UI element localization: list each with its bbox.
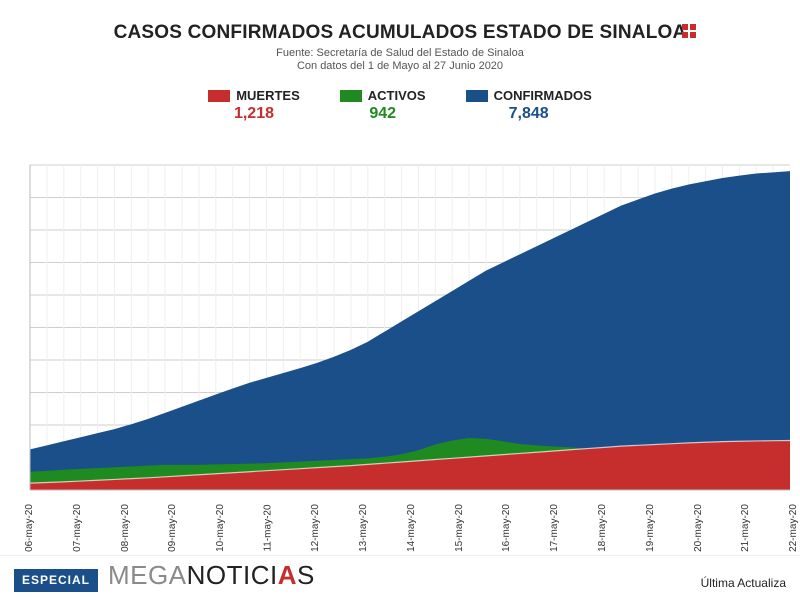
legend-label-confirmados: CONFIRMADOS bbox=[494, 88, 592, 103]
brand-prefix: MEGA bbox=[108, 560, 187, 590]
legend-label-activos: ACTIVOS bbox=[368, 88, 426, 103]
chart-frame: CASOS CONFIRMADOS ACUMULADOS ESTADO DE S… bbox=[0, 0, 800, 600]
chart-subtitle-daterange: Con datos del 1 de Mayo al 27 Junio 2020 bbox=[0, 60, 800, 72]
legend-value-activos: 942 bbox=[340, 105, 426, 123]
brand-word-post: S bbox=[297, 560, 315, 590]
legend-swatch-activos bbox=[340, 90, 362, 102]
brand-logo: MEGANOTICIAS bbox=[108, 560, 315, 591]
legend-label-muertes: MUERTES bbox=[236, 88, 300, 103]
chart-title: CASOS CONFIRMADOS ACUMULADOS ESTADO DE S… bbox=[0, 22, 800, 44]
chart-plot-area bbox=[10, 160, 790, 495]
chart-svg bbox=[10, 160, 790, 495]
legend-item-activos: ACTIVOS 942 bbox=[340, 88, 426, 123]
special-badge: ESPECIAL bbox=[14, 569, 98, 592]
footer-separator bbox=[0, 555, 800, 556]
grid-icon bbox=[682, 24, 696, 38]
legend-item-confirmados: CONFIRMADOS 7,848 bbox=[466, 88, 592, 123]
x-tick-label: 22-may-20 bbox=[788, 504, 800, 552]
footer: ESPECIAL MEGANOTICIAS bbox=[14, 560, 315, 592]
brand-word-pre: NOTICI bbox=[187, 560, 278, 590]
chart-header: CASOS CONFIRMADOS ACUMULADOS ESTADO DE S… bbox=[0, 0, 800, 72]
chart-subtitle-source: Fuente: Secretaría de Salud del Estado d… bbox=[0, 47, 800, 59]
brand-word-accent: A bbox=[278, 560, 297, 590]
legend-swatch-confirmados bbox=[466, 90, 488, 102]
x-axis-labels: 06-may-2007-may-2008-may-2009-may-2010-m… bbox=[30, 498, 790, 558]
legend-value-confirmados: 7,848 bbox=[466, 105, 592, 123]
chart-legend: MUERTES 1,218 ACTIVOS 942 CONFIRMADOS 7,… bbox=[0, 88, 800, 123]
legend-item-muertes: MUERTES 1,218 bbox=[208, 88, 300, 123]
legend-value-muertes: 1,218 bbox=[208, 105, 300, 123]
legend-swatch-muertes bbox=[208, 90, 230, 102]
last-update-label: Última Actualiza bbox=[701, 576, 786, 590]
